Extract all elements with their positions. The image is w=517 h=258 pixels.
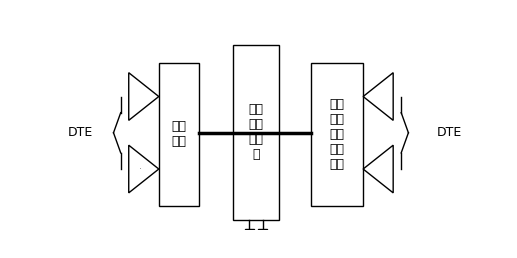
Text: 分组
交换
数据
网: 分组 交换 数据 网 — [249, 103, 264, 161]
Bar — [233, 45, 279, 220]
Bar — [159, 63, 199, 206]
Text: DTE: DTE — [68, 126, 93, 139]
Text: DTE: DTE — [437, 126, 462, 139]
Text: .: . — [139, 161, 142, 171]
Text: DTE: DTE — [244, 257, 268, 258]
Bar — [245, 229, 253, 239]
Text: 用户
电报
及低
速数
据网: 用户 电报 及低 速数 据网 — [329, 98, 345, 171]
Bar — [258, 229, 267, 239]
Bar — [311, 63, 363, 206]
Text: 电话
交换: 电话 交换 — [171, 120, 186, 148]
